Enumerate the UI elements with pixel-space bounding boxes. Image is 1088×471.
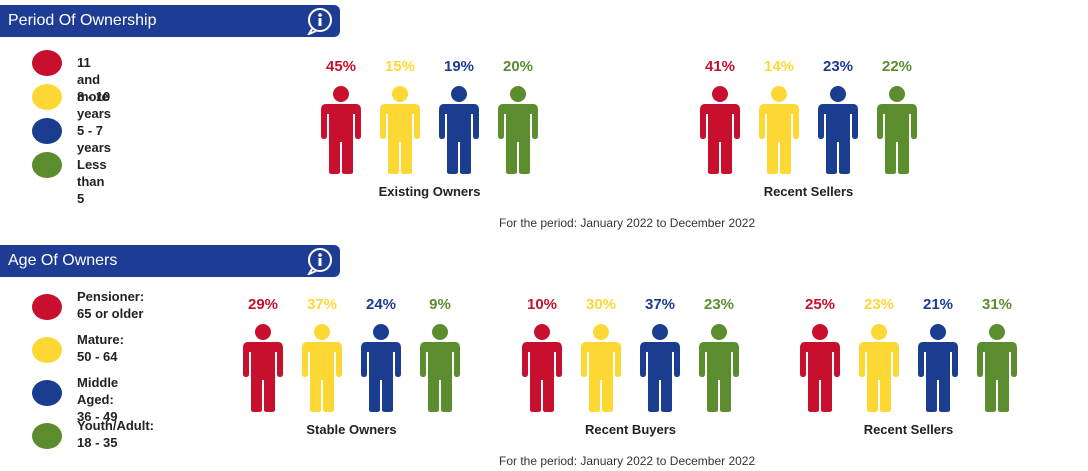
legend-swatch xyxy=(32,152,62,178)
data-label: 23% xyxy=(703,296,735,313)
person-icon xyxy=(439,86,479,174)
legend-swatch xyxy=(32,294,62,320)
info-icon[interactable] xyxy=(306,247,334,275)
person-icon xyxy=(302,324,342,412)
section-header: Age Of Owners xyxy=(0,245,340,277)
legend-label: Mature: 50 - 64 xyxy=(77,332,124,364)
section-header: Period Of Ownership xyxy=(0,5,340,37)
data-label: 20% xyxy=(502,58,534,75)
data-label: 29% xyxy=(247,296,279,313)
age-of-owners-section: Age Of Owners Pensioner: 65 or older Matu… xyxy=(0,240,1088,471)
legend-label: 8 - 10 years xyxy=(77,89,111,121)
person-icon xyxy=(522,324,562,412)
legend-swatch xyxy=(32,337,62,363)
data-label: 41% xyxy=(704,58,736,75)
person-icon xyxy=(640,324,680,412)
person-icon xyxy=(699,324,739,412)
data-label: 19% xyxy=(443,58,475,75)
info-icon[interactable] xyxy=(306,7,334,35)
legend-label: 5 - 7 years xyxy=(77,123,111,155)
legend-label: Middle Aged: 36 - 49 xyxy=(77,375,119,424)
legend-label: 11 and more xyxy=(77,55,109,104)
person-icon xyxy=(581,324,621,412)
period-note: For the period: January 2022 to December… xyxy=(499,216,756,230)
person-icon xyxy=(859,324,899,412)
category-label: Stable Owners xyxy=(306,422,397,437)
data-label: 45% xyxy=(325,58,357,75)
person-icon xyxy=(243,324,283,412)
category-label: Existing Owners xyxy=(378,184,481,199)
category-label: Recent Sellers xyxy=(863,422,954,437)
data-label: 31% xyxy=(981,296,1013,313)
category-label: Recent Buyers xyxy=(584,422,677,437)
person-icon xyxy=(700,86,740,174)
data-label: 37% xyxy=(306,296,338,313)
person-icon xyxy=(420,324,460,412)
legend-swatch xyxy=(32,84,62,110)
legend-label: Youth/Adult: 18 - 35 xyxy=(77,418,155,450)
person-icon xyxy=(498,86,538,174)
data-label: 24% xyxy=(365,296,397,313)
person-icon xyxy=(321,86,361,174)
data-label: 22% xyxy=(881,58,913,75)
data-label: 15% xyxy=(384,58,416,75)
person-icon xyxy=(759,86,799,174)
person-icon xyxy=(800,324,840,412)
section-title: Period Of Ownership xyxy=(8,12,157,29)
legend-swatch xyxy=(32,118,62,144)
legend-swatch xyxy=(32,423,62,449)
data-label: 21% xyxy=(922,296,954,313)
data-label: 25% xyxy=(804,296,836,313)
person-icon xyxy=(380,86,420,174)
data-label: 30% xyxy=(585,296,617,313)
period-of-ownership-section: Period Of Ownership 11 and more 8 - 10 ye… xyxy=(0,5,917,230)
person-icon xyxy=(918,324,958,412)
data-label: 9% xyxy=(429,296,451,313)
category-label: Recent Sellers xyxy=(763,184,854,199)
person-icon xyxy=(361,324,401,412)
legend-label: Less than 5 xyxy=(77,157,107,206)
data-label: 10% xyxy=(526,296,558,313)
data-label: 37% xyxy=(644,296,676,313)
person-icon xyxy=(977,324,1017,412)
data-label: 23% xyxy=(822,58,854,75)
legend-swatch xyxy=(32,50,62,76)
section-title: Age Of Owners xyxy=(8,252,118,269)
legend-swatch xyxy=(32,380,62,406)
legend-label: Pensioner: 65 or older xyxy=(77,289,145,321)
period-note: For the period: January 2022 to December… xyxy=(499,454,756,468)
person-icon xyxy=(818,86,858,174)
data-label: 23% xyxy=(863,296,895,313)
data-label: 14% xyxy=(763,58,795,75)
person-icon xyxy=(877,86,917,174)
